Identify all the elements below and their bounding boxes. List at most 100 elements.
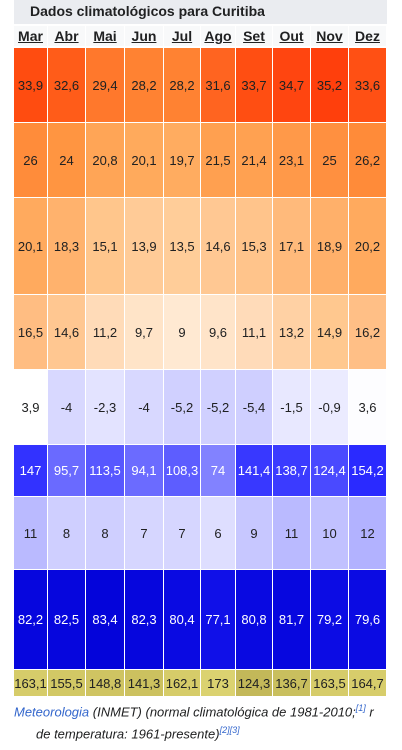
table-cell: 15,1 bbox=[86, 198, 124, 294]
footer-text: de temperatura: 1961-presente) bbox=[36, 726, 220, 742]
table-cell: 124,4 bbox=[311, 445, 348, 496]
table-cell: 108,3 bbox=[164, 445, 200, 496]
table-cell: 13,9 bbox=[125, 198, 163, 294]
table-cell: 33,7 bbox=[236, 48, 272, 122]
table-cell: 20,2 bbox=[349, 198, 386, 294]
table-cell: -2,3 bbox=[86, 370, 124, 444]
ref[interactable]: [2] bbox=[219, 725, 230, 735]
table-cell: 26,2 bbox=[349, 123, 386, 197]
table-cell: 136,7 bbox=[273, 670, 310, 696]
footer-text: (INMET) (normal climatológica de 1981-20… bbox=[92, 704, 356, 720]
month-header: Nov bbox=[311, 26, 348, 46]
table-cell: 3,6 bbox=[349, 370, 386, 444]
table-cell: 35,2 bbox=[311, 48, 348, 122]
table-cell: 9 bbox=[236, 497, 272, 569]
table-cell: 7 bbox=[164, 497, 200, 569]
table-cell: 162,1 bbox=[164, 670, 200, 696]
table-cell: 9,6 bbox=[201, 295, 235, 369]
table-cell: -4 bbox=[125, 370, 163, 444]
table-cell: 80,4 bbox=[164, 570, 200, 669]
table-cell: -4 bbox=[48, 370, 85, 444]
table-cell: 14,6 bbox=[201, 198, 235, 294]
table-cell: 113,5 bbox=[86, 445, 124, 496]
table-cell: 32,6 bbox=[48, 48, 85, 122]
table-cell: 163,5 bbox=[311, 670, 348, 696]
table-cell: 18,9 bbox=[311, 198, 348, 294]
month-header: Jun bbox=[125, 26, 163, 46]
table-cell: 15,3 bbox=[236, 198, 272, 294]
month-header: Mai bbox=[86, 26, 124, 46]
month-header: Mar bbox=[14, 26, 47, 46]
table-cell: 148,8 bbox=[86, 670, 124, 696]
table-cell: 8 bbox=[86, 497, 124, 569]
table-cell: 21,4 bbox=[236, 123, 272, 197]
table-cell: 16,2 bbox=[349, 295, 386, 369]
table-cell: 12 bbox=[349, 497, 386, 569]
month-header: Dez bbox=[349, 26, 386, 46]
month-header: Set bbox=[236, 26, 272, 46]
table-cell: 24 bbox=[48, 123, 85, 197]
table-cell: -5,2 bbox=[201, 370, 235, 444]
table-cell: 79,6 bbox=[349, 570, 386, 669]
table-cell: 124,3 bbox=[236, 670, 272, 696]
month-header: Out bbox=[273, 26, 310, 46]
table-cell: 6 bbox=[201, 497, 235, 569]
source-link[interactable]: Meteorologia bbox=[14, 704, 90, 720]
table-cell: 21,5 bbox=[201, 123, 235, 197]
table-cell: 16,5 bbox=[14, 295, 47, 369]
table-cell: 26 bbox=[14, 123, 47, 197]
table-cell: 147 bbox=[14, 445, 47, 496]
table-cell: 9 bbox=[164, 295, 200, 369]
month-header: Jul bbox=[164, 26, 200, 46]
table-cell: 94,1 bbox=[125, 445, 163, 496]
table-cell: 163,1 bbox=[14, 670, 47, 696]
table-cell: 82,2 bbox=[14, 570, 47, 669]
table-cell: 14,6 bbox=[48, 295, 85, 369]
table-cell: 18,3 bbox=[48, 198, 85, 294]
table-cell: 80,8 bbox=[236, 570, 272, 669]
footer-line: Meteorologia (INMET) (normal climatológi… bbox=[14, 703, 374, 719]
table-cell: 82,5 bbox=[48, 570, 85, 669]
table-cell: 11 bbox=[14, 497, 47, 569]
table-cell: 95,7 bbox=[48, 445, 85, 496]
table-title: Dados climatológicos para Curitiba bbox=[14, 0, 387, 24]
table-cell: 17,1 bbox=[273, 198, 310, 294]
table-cell: 20,1 bbox=[14, 198, 47, 294]
table-cell: -0,9 bbox=[311, 370, 348, 444]
table-cell: 34,7 bbox=[273, 48, 310, 122]
ref[interactable]: [3] bbox=[229, 725, 240, 735]
table-cell: 82,3 bbox=[125, 570, 163, 669]
table-cell: 19,7 bbox=[164, 123, 200, 197]
table-cell: 141,4 bbox=[236, 445, 272, 496]
table-cell: 74 bbox=[201, 445, 235, 496]
table-cell: -1,5 bbox=[273, 370, 310, 444]
table-cell: 13,2 bbox=[273, 295, 310, 369]
table-cell: 11,2 bbox=[86, 295, 124, 369]
table-cell: 14,9 bbox=[311, 295, 348, 369]
table-cell: 28,2 bbox=[125, 48, 163, 122]
table-cell: -5,4 bbox=[236, 370, 272, 444]
table-cell: 29,4 bbox=[86, 48, 124, 122]
table-cell: 154,2 bbox=[349, 445, 386, 496]
table-cell: 83,4 bbox=[86, 570, 124, 669]
month-header: Abr bbox=[48, 26, 85, 46]
table-cell: 10 bbox=[311, 497, 348, 569]
table-cell: 11,1 bbox=[236, 295, 272, 369]
table-cell: 3,9 bbox=[14, 370, 47, 444]
table-cell: 8 bbox=[48, 497, 85, 569]
table-cell: 164,7 bbox=[349, 670, 386, 696]
footer-line: de temperatura: 1961-presente)[2][3] bbox=[36, 725, 240, 741]
footer-text: r bbox=[369, 704, 374, 720]
table-cell: 28,2 bbox=[164, 48, 200, 122]
table-cell: 20,1 bbox=[125, 123, 163, 197]
table-cell: 155,5 bbox=[48, 670, 85, 696]
table-cell: 7 bbox=[125, 497, 163, 569]
table-cell: 9,7 bbox=[125, 295, 163, 369]
table-cell: 23,1 bbox=[273, 123, 310, 197]
ref[interactable]: [1] bbox=[355, 703, 366, 713]
table-cell: 173 bbox=[201, 670, 235, 696]
table-cell: 141,3 bbox=[125, 670, 163, 696]
table-cell: 33,6 bbox=[349, 48, 386, 122]
table-cell: 138,7 bbox=[273, 445, 310, 496]
